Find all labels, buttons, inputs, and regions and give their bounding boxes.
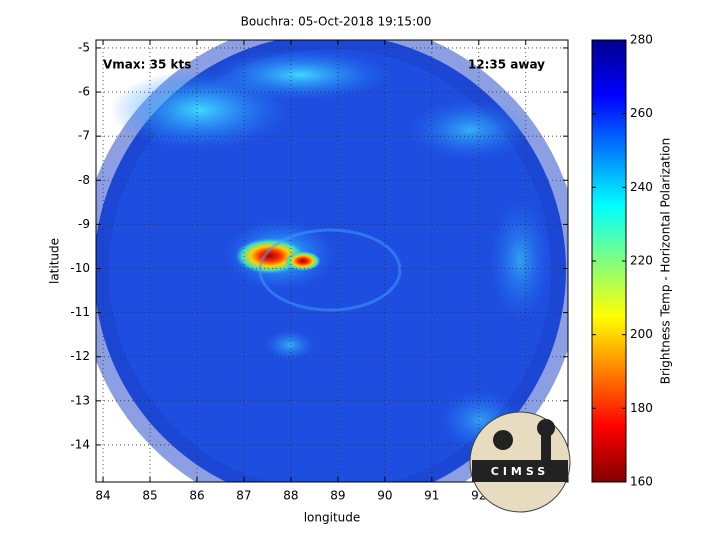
colorbar-tick-label: 260 <box>630 106 653 120</box>
logo-text: CIMSS <box>491 465 549 478</box>
x-tick-label: 90 <box>377 489 392 503</box>
annotation: 12:35 away <box>468 58 545 72</box>
x-tick-label: 89 <box>330 489 345 503</box>
y-tick-label: -6 <box>78 85 90 99</box>
colorbar-tick-label: 200 <box>630 327 653 341</box>
y-tick-label: -7 <box>78 129 90 143</box>
colorbar-tick-label: 160 <box>630 475 653 489</box>
y-tick-label: -13 <box>70 393 90 407</box>
plot-frame <box>95 39 569 483</box>
logo: CIMSS <box>469 411 571 513</box>
y-tick-label: -5 <box>78 40 90 54</box>
colorbar-tick-label: 280 <box>630 33 653 47</box>
y-axis-label: latitude <box>48 238 62 284</box>
x-tick-label: 84 <box>95 489 110 503</box>
x-tick-label: 85 <box>142 489 157 503</box>
x-tick-label: 86 <box>189 489 204 503</box>
imagery <box>96 40 568 482</box>
colorbar-label: Brightness Temp - Horizontal Polarizatio… <box>659 138 673 385</box>
y-tick-label: -9 <box>78 217 90 231</box>
chart-title: Bouchra: 05-Oct-2018 19:15:00 <box>241 15 432 29</box>
y-tick-label: -8 <box>78 173 90 187</box>
colorbar-tick-label: 180 <box>630 401 653 415</box>
x-tick-label: 87 <box>236 489 251 503</box>
x-tick-label: 88 <box>283 489 298 503</box>
colorbar-tick-label: 240 <box>630 180 653 194</box>
annotation: Vmax: 35 kts <box>103 58 191 72</box>
colorbar-tick-label: 220 <box>630 254 653 268</box>
y-tick-label: -12 <box>70 349 90 363</box>
y-tick-label: -11 <box>70 305 90 319</box>
y-tick-label: -14 <box>70 437 90 451</box>
y-tick-label: -10 <box>70 261 90 275</box>
x-axis-label: longitude <box>304 511 361 525</box>
colorbar <box>591 39 627 483</box>
x-tick-label: 91 <box>424 489 439 503</box>
